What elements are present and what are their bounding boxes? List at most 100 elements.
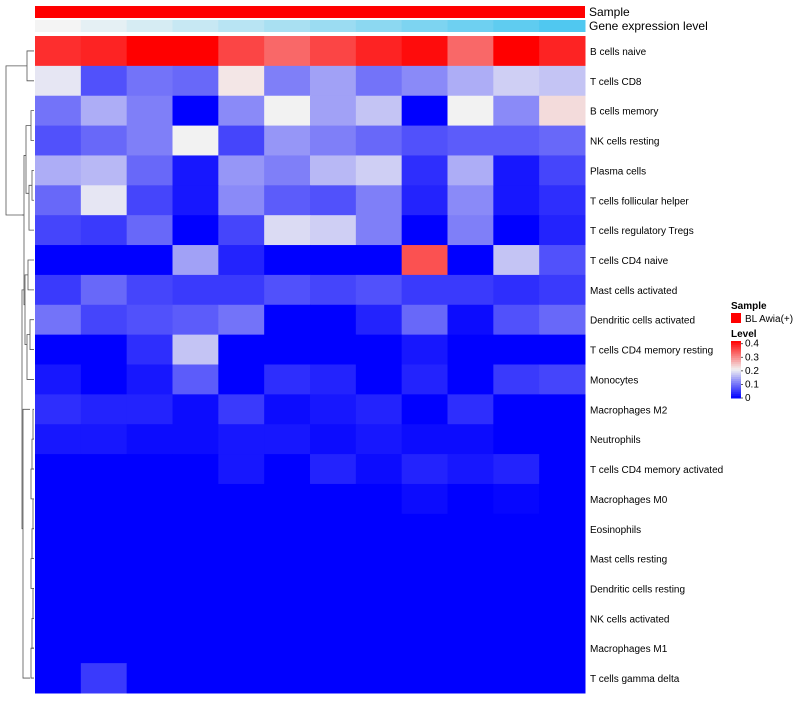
dendrogram-branch [28,184,34,231]
heatmap-cell [493,663,540,694]
heatmap-cell [126,304,173,336]
heatmap-cell [447,155,494,186]
heatmap-cell [218,274,265,306]
heatmap-cell [310,215,357,246]
dendrogram-branch [31,617,34,649]
heatmap-cell [264,364,311,395]
heatmap-cell [264,215,311,246]
dendrogram-branch [27,259,34,291]
legend-gradient-step [731,363,741,367]
heatmap-cell [310,424,357,455]
heatmap-cell [355,663,403,694]
legend-gradient-step [731,390,741,393]
heatmap-cell [218,483,265,515]
heatmap-cell [80,633,128,664]
heatmap-cell [172,185,219,216]
heatmap-cell [126,185,173,216]
heatmap-cell [447,424,494,455]
row-label: Eosinophils [590,525,641,536]
heatmap-cell [310,483,357,515]
legend-gradient-step [731,342,741,346]
heatmap-cell [264,603,311,634]
heatmap-cell [401,394,448,425]
expression-annotation-cell [264,20,311,32]
legend-tick-label: 0 [745,393,751,404]
heatmap-cell [218,185,265,216]
heatmap-cell [493,364,540,395]
heatmap-cell [493,603,540,634]
heatmap-cell [80,36,128,67]
heatmap-cell [310,185,357,216]
legend-gradient-step [731,377,741,380]
heatmap-cell [126,633,173,664]
heatmap-cell [80,334,128,365]
heatmap-cell [126,454,173,485]
heatmap-cell [310,125,357,156]
heatmap-cell [447,65,494,97]
heatmap-cell [35,364,82,395]
heatmap-cell [401,95,448,127]
heatmap-cell [172,543,219,575]
row-label: T cells CD4 memory resting [590,346,713,357]
heatmap-cell [126,274,173,306]
dendrogram-branch [30,468,34,500]
heatmap-cell [80,155,128,186]
heatmap-cell [447,573,494,604]
heatmap-cell [447,364,494,395]
legend-level-title: Level [731,329,757,340]
heatmap-cell [172,274,219,306]
heatmap-cell [172,513,219,545]
heatmap-cell [539,483,586,515]
heatmap-cell [310,364,357,395]
heatmap-cell [218,454,265,485]
dendrogram-branch [32,498,34,530]
dendrogram-branch [26,334,34,380]
row-label: Dendritic cells activated [590,316,695,327]
heatmap-cell [355,454,403,485]
row-label: Plasma cells [590,166,646,177]
heatmap-cell [447,274,494,306]
heatmap-cell [493,36,540,67]
heatmap-cell [493,215,540,246]
legend-sample-title: Sample [731,301,767,312]
heatmap-cell [126,543,173,575]
legend-gradient-step [731,360,741,363]
dendrogram-branch [26,50,34,82]
heatmap-cell [401,274,448,306]
heatmap-cell [447,125,494,156]
heatmap-cell [355,424,403,455]
heatmap-cell [218,95,265,127]
heatmap-cell [80,125,128,156]
heatmap-cell [447,394,494,425]
heatmap-cell [401,633,448,664]
heatmap-cell [80,245,128,276]
heatmap-cell [264,334,311,365]
heatmap-cell [35,95,82,127]
heatmap-cell [310,334,357,365]
heatmap-cell [539,513,586,545]
heatmap-cell [355,95,403,127]
heatmap-cell [355,274,403,306]
heatmap-cell [355,125,403,156]
heatmap-cell [126,95,173,127]
heatmap-cell [310,663,357,694]
heatmap-cell [172,125,219,156]
heatmap-cell [264,65,311,97]
heatmap-cell [126,155,173,186]
heatmap-cell [539,245,586,276]
heatmap-cell [80,603,128,634]
row-label: NK cells resting [590,137,659,148]
heatmap-cell [447,603,494,634]
heatmap-cell [80,573,128,604]
heatmap-cell [493,185,540,216]
heatmap-cell [218,36,265,67]
heatmap-cell [401,364,448,395]
heatmap-cell [172,394,219,425]
legend-gradient-step [731,384,741,388]
heatmap-cell [539,543,586,575]
heatmap-cell [264,36,311,67]
heatmap-cell [401,603,448,634]
heatmap-cell [355,185,403,216]
dendrogram-branch [22,408,30,679]
